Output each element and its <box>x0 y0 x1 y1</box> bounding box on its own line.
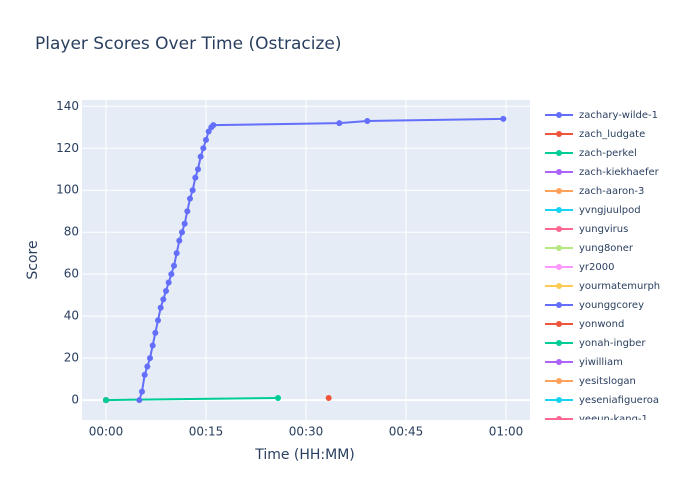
legend-marker <box>556 226 562 232</box>
y-tick-label: 0 <box>71 393 79 407</box>
legend-marker <box>556 112 562 118</box>
legend-marker <box>556 264 562 270</box>
legend-marker <box>556 397 562 403</box>
data-point <box>155 317 161 324</box>
data-point <box>192 174 199 181</box>
legend-marker <box>556 416 562 420</box>
legend-marker <box>556 283 562 289</box>
y-tick-label: 20 <box>64 351 79 365</box>
data-point <box>157 304 164 311</box>
data-point <box>163 287 169 294</box>
data-point <box>103 397 109 404</box>
legend-marker <box>556 302 562 308</box>
data-point <box>139 388 145 395</box>
legend-marker <box>556 340 562 346</box>
y-axis-title: Score <box>25 240 41 279</box>
data-point <box>189 187 196 194</box>
legend-marker <box>556 321 562 327</box>
y-tick-label: 120 <box>56 141 79 155</box>
legend-marker <box>556 150 562 156</box>
legend-marker <box>556 131 562 137</box>
legend-marker <box>556 359 562 365</box>
data-point <box>165 279 172 286</box>
y-tick-label: 40 <box>64 309 79 323</box>
legend-label: yvngjuulpod <box>579 205 641 216</box>
x-tick-label: 00:00 <box>89 425 124 439</box>
data-point <box>152 329 159 336</box>
data-point <box>171 262 177 269</box>
data-point <box>187 195 193 202</box>
y-tick-label: 60 <box>64 267 79 281</box>
legend-marker <box>556 207 562 213</box>
grid <box>82 100 530 420</box>
data-point <box>364 117 371 124</box>
data-point <box>168 271 175 278</box>
legend-label: yeseniafigueroa <box>579 395 659 406</box>
legend-label: yiwilliam <box>579 357 623 368</box>
plot <box>103 115 507 404</box>
x-tick-label: 01:00 <box>489 425 524 439</box>
legend-label: yr2000 <box>579 262 614 273</box>
legend-label: zach_ludgate <box>579 129 645 140</box>
data-point <box>500 115 507 122</box>
data-point <box>200 145 207 152</box>
legend-label: yung8oner <box>579 243 634 254</box>
legend-marker <box>556 188 562 194</box>
data-point <box>147 355 153 362</box>
data-point <box>149 342 156 349</box>
data-point <box>195 166 201 173</box>
legend-label: zach-aaron-3 <box>579 186 644 197</box>
legend-marker <box>556 378 562 384</box>
legend-label: zach-perkel <box>579 148 637 159</box>
x-tick-label: 00:15 <box>189 425 224 439</box>
data-point <box>203 136 209 143</box>
legend-marker <box>556 169 562 175</box>
data-point <box>336 120 343 127</box>
legend-label: yourmatemurph <box>579 281 660 292</box>
legend-label: zach-kiekhaefer <box>579 167 660 178</box>
legend-label: yeeun-kang-1 <box>579 414 648 425</box>
data-point <box>160 296 167 303</box>
legend-label: yonah-ingber <box>579 338 646 349</box>
data-point <box>173 250 180 257</box>
y-tick-label: 80 <box>64 225 79 239</box>
data-point <box>181 220 188 227</box>
data-point <box>275 394 281 401</box>
data-point <box>136 397 143 404</box>
legend-marker <box>556 245 562 251</box>
data-point <box>325 394 332 401</box>
x-tick-label: 00:30 <box>289 425 324 439</box>
chart-title: Player Scores Over Time (Ostracize) <box>35 34 342 54</box>
data-point <box>176 237 183 244</box>
data-point <box>179 229 185 236</box>
x-axis-title: Time (HH:MM) <box>254 447 355 463</box>
data-point <box>141 371 148 378</box>
data-point <box>210 122 217 129</box>
x-tick-label: 00:45 <box>389 425 424 439</box>
data-point <box>184 208 191 215</box>
y-tick-label: 100 <box>56 183 79 197</box>
y-tick-label: 140 <box>56 99 79 113</box>
legend: zachary-wilde-1 zach_ludgate zach-perkel za… <box>545 110 660 425</box>
data-point <box>144 363 151 370</box>
legend-label: zachary-wilde-1 <box>579 110 658 121</box>
legend-label: yonwond <box>579 319 624 330</box>
series-line <box>105 396 279 402</box>
data-point <box>197 153 204 160</box>
legend-label: younggcorey <box>579 300 644 311</box>
legend-label: yesitslogan <box>579 376 636 387</box>
legend-label: yungvirus <box>579 224 628 235</box>
